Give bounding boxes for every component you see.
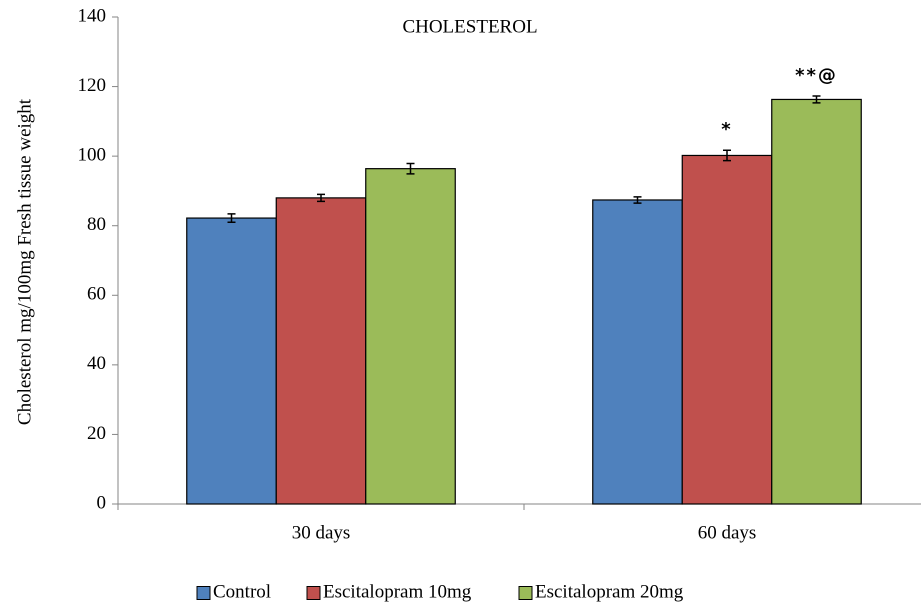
y-tick-label: 0 bbox=[97, 492, 107, 513]
error-bar bbox=[227, 213, 236, 223]
legend-label: Control bbox=[213, 581, 271, 602]
x-tick-label: 30 days bbox=[292, 522, 351, 543]
bar bbox=[771, 98, 862, 505]
legend-swatch bbox=[306, 586, 321, 600]
bar bbox=[681, 154, 773, 505]
legend-swatch bbox=[196, 586, 211, 600]
error-bar bbox=[633, 196, 642, 204]
bar bbox=[365, 168, 456, 505]
bar bbox=[275, 197, 367, 505]
annotation: * bbox=[721, 119, 732, 140]
annotation: **@ bbox=[795, 65, 838, 86]
legend-swatch bbox=[518, 586, 533, 600]
legend-label: Escitalopram 20mg bbox=[535, 581, 684, 602]
legend-label: Escitalopram 10mg bbox=[323, 581, 472, 602]
chart-title: CHOLESTEROL bbox=[402, 16, 537, 37]
y-tick-label: 60 bbox=[87, 284, 106, 305]
error-bar bbox=[723, 149, 731, 162]
y-tick-label: 80 bbox=[87, 214, 106, 235]
y-tick-label: 20 bbox=[87, 423, 106, 444]
y-tick-label: 120 bbox=[78, 75, 107, 96]
bar bbox=[592, 199, 683, 505]
bar bbox=[186, 217, 277, 505]
y-axis-label: Cholesterol mg/100mg Fresh tissue weight bbox=[14, 98, 35, 425]
error-bar bbox=[812, 95, 821, 104]
error-bar bbox=[406, 162, 415, 175]
x-tick-label: 60 days bbox=[698, 522, 757, 543]
y-tick-label: 140 bbox=[78, 5, 107, 26]
error-bar bbox=[317, 193, 325, 203]
y-tick-label: 40 bbox=[87, 353, 106, 374]
y-tick-label: 100 bbox=[78, 145, 107, 166]
